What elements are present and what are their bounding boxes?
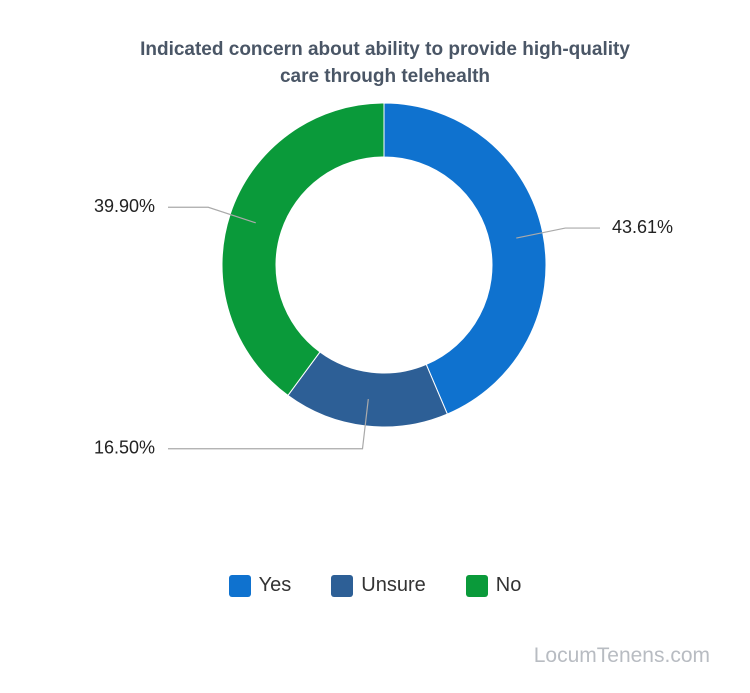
chart-title: Indicated concern about ability to provi… (140, 39, 630, 87)
leader-line (168, 399, 369, 450)
legend-label: Unsure (361, 574, 426, 596)
legend-item: Yes (228, 574, 292, 597)
legend-item: No (465, 574, 522, 597)
legend-label: No (495, 574, 522, 596)
watermark: LocumTenens.com (533, 644, 710, 667)
donut-segment (383, 102, 547, 415)
leader-line (516, 227, 600, 239)
legend-item: Unsure (331, 574, 426, 597)
legend-swatch (228, 574, 251, 597)
legend-swatch (465, 574, 488, 597)
legend-label: Yes (258, 574, 292, 596)
data-label: 43.61% (612, 217, 673, 237)
legend: Yes Unsure No (0, 574, 750, 597)
data-label: 16.50% (94, 437, 155, 457)
legend-swatch (331, 574, 354, 597)
data-label: 39.90% (94, 196, 155, 216)
leader-line (168, 206, 256, 224)
donut-segment (221, 102, 385, 397)
